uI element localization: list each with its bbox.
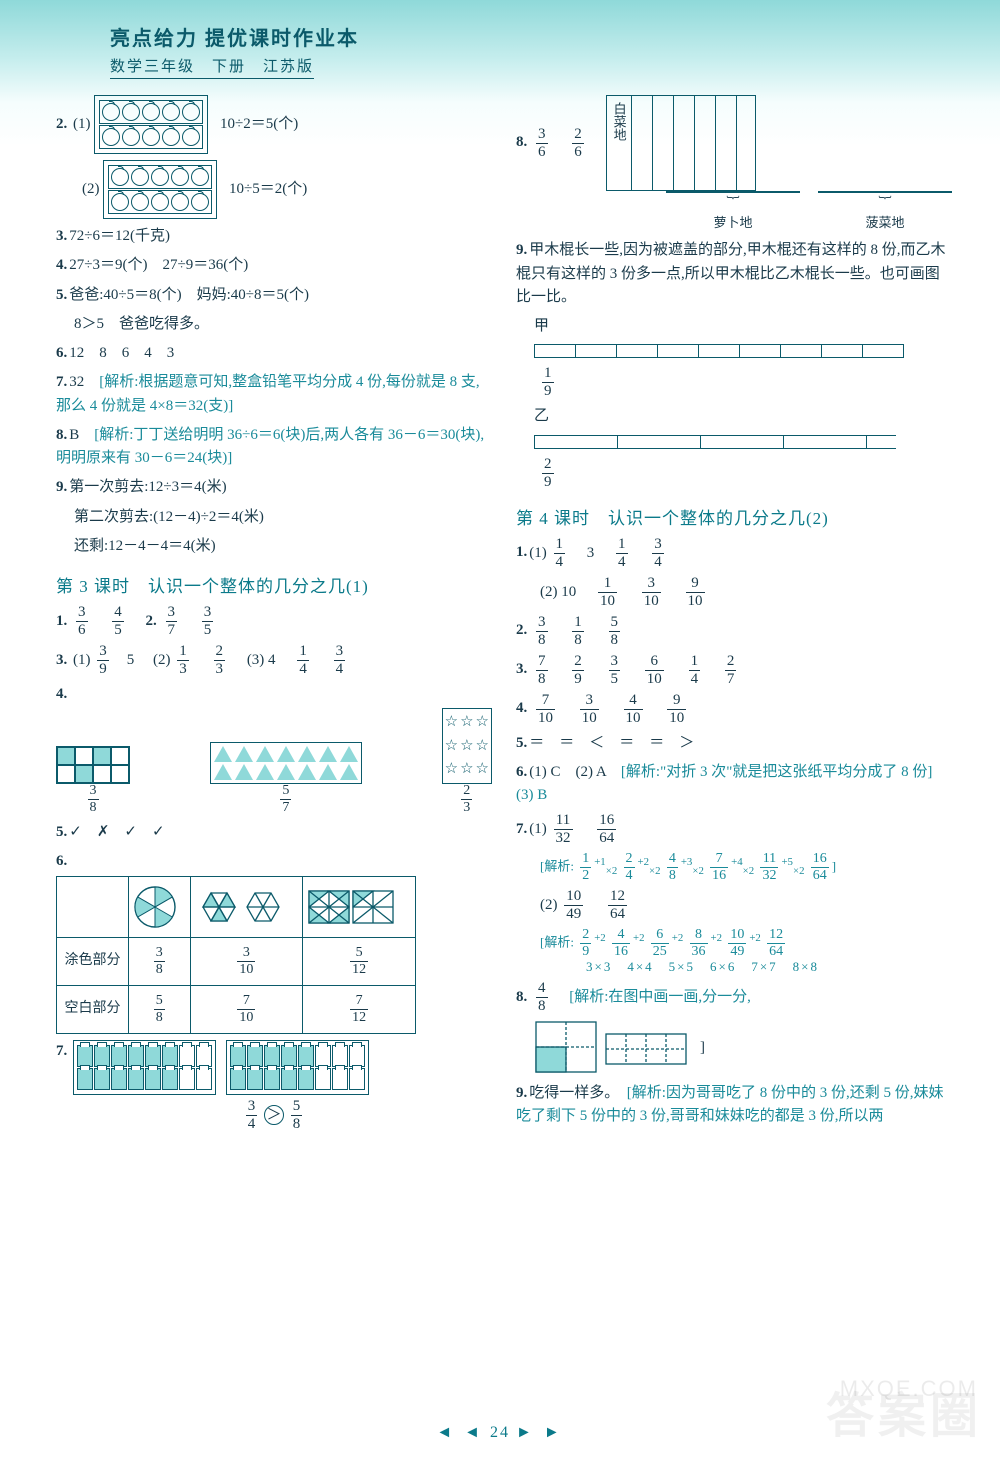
pattern-triangles: 57 [210,742,362,815]
q9b: 第二次剪去:(12－4)÷2＝4(米) [56,506,492,529]
s4-q7-2: (2) 1049 1264 [516,889,952,922]
r-q9-jia: 甲 19 [516,315,952,399]
q2-1-eq: 10÷2＝5(个) [220,116,298,132]
s3-q1: 1. 36 45 2. 37 35 [56,605,492,638]
q2-2-eq: 10÷5＝2(个) [229,181,307,197]
s4-q8: 8. 48 [解析:在图中画一画,分一分, [516,981,952,1014]
apple-box-2 [103,160,217,219]
pie-icon [133,885,177,929]
book-title: 亮点给力 提优课时作业本 [110,22,1000,51]
s4-q3: 3. 78 29 35 610 14 27 [516,654,952,687]
section-3-title: 第 3 课时 认识一个整体的几分之几(1) [56,572,492,597]
s4-q7-1-exp: [解析: 12+1×2 24+2×2 48+3×2 716+4×2 1132+5… [516,852,952,883]
hex-tri-icon [195,887,283,927]
q9: 9.第一次剪去:12÷3＝4(米) [56,476,492,499]
watermark-brand: 答案圈 [826,1376,982,1446]
r-q9-yi: 乙 29 [516,405,952,489]
pattern-stars: ☆☆☆ ☆☆☆ ☆☆☆ 23 [442,708,492,815]
s4-q7-2-exp: [解析: 29+2 416+2 625+2 836+2 1049+2 1264 … [516,928,952,975]
q7: 7.32 [解析:根据题意可知,整盒铅笔平均分成 4 份,每份就是 8 支,那么… [56,371,492,418]
q6: 6.12 8 6 4 3 [56,342,492,365]
rect-tri-icon [307,887,395,927]
q3: 3.72÷6＝12(千克) [56,225,492,248]
s4-q5: 5.＝ ＝ ＜ ＝ ＝ ＞ [516,732,952,755]
page-header: 亮点给力 提优课时作业本 数学三年级 下册 江苏版 [0,0,1000,89]
s4-q1: 1.(1) 14 3 14 34 [516,537,952,570]
page-body: 2. (1) 10÷2＝5(个) (2) 10÷5＝2(个) 3.72÷6＝12… [0,89,1000,1138]
q5b: 8＞5 爸爸吃得多。 [56,313,492,336]
r-q9: 9.甲木棍长一些,因为被遮盖的部分,甲木棍还有这样的 8 份,而乙木棍只有这样的… [516,239,952,309]
milk-group-2 [226,1040,369,1095]
s3-q6-table: 涂色部分 38 310 512 空白部分 58 710 712 [56,876,416,1034]
s3-q5: 5.✓ ✗ ✓ ✓ [56,821,492,844]
q2-2: (2) 10÷5＝2(个) [56,160,492,219]
s4-q9: 9.吃得一样多。 [解析:因为哥哥吃了 8 份中的 3 份,还剩 5 份,妹妹吃… [516,1082,952,1129]
s4-q8-diagram: ] [516,1020,952,1076]
q5: 5.爸爸:40÷5＝8(个) 妈妈:40÷8＝5(个) [56,284,492,307]
section-4-title: 第 4 课时 认识一个整体的几分之几(2) [516,504,952,529]
s3-q7: 7. 34 ＞ 58 [56,1040,492,1132]
s4-q6: 6.(1) C (2) A [解析:"对折 3 次"就是把这张纸平均分成了 8 … [516,761,952,808]
milk-group-1 [73,1040,216,1095]
s4-q4: 4. 710 310 410 910 [516,693,952,726]
r-q8: 8. 36 26 白菜地 ︸萝卜地 ︸菠菜地 [516,95,952,233]
fold-diagram-icon [534,1020,694,1076]
s4-q7: 7.(1) 1132 1664 [516,813,952,846]
q2: 2. (1) 10÷2＝5(个) [56,95,492,154]
q4: 4.27÷3＝9(个) 27÷9＝36(个) [56,254,492,277]
s4-q1-2: (2) 10 110 310 910 [516,576,952,609]
s3-q4: 4. 38 57 [56,683,492,815]
veg-box: 白菜地 [606,95,756,191]
s3-q3: 3. (1) 39 5 (2) 13 23 (3) 4 14 34 [56,644,492,677]
left-column: 2. (1) 10÷2＝5(个) (2) 10÷5＝2(个) 3.72÷6＝12… [56,89,492,1138]
pattern-squares: 38 [56,746,130,815]
s4-q2: 2. 38 18 58 [516,615,952,648]
right-column: 8. 36 26 白菜地 ︸萝卜地 ︸菠菜地 9.甲木棍长一些,因为被遮盖的部分… [516,89,952,1138]
q9c: 还剩:12－4－4＝4(米) [56,535,492,558]
q8: 8.B [解析:丁丁送给明明 36÷6＝6(块)后,两人各有 36－6＝30(块… [56,424,492,471]
s3-q6: 6. [56,850,492,1033]
book-subtitle: 数学三年级 下册 江苏版 [110,55,314,79]
apple-box-1 [94,95,208,154]
